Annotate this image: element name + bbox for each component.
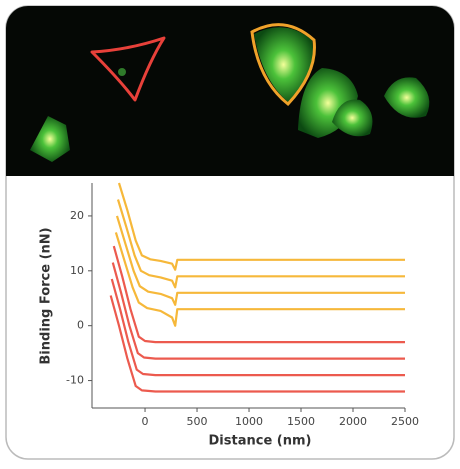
y-tick-label: -10 bbox=[66, 374, 84, 387]
x-tick-label: 0 bbox=[142, 415, 149, 428]
y-tick-label: 10 bbox=[70, 264, 84, 277]
x-tick-label: 2500 bbox=[391, 415, 419, 428]
x-axis-title: Distance (nm) bbox=[209, 434, 312, 449]
y-tick-label: 0 bbox=[77, 319, 84, 332]
y-axis-title: Binding Force (nN) bbox=[39, 227, 54, 364]
micrograph bbox=[6, 6, 454, 176]
x-tick-label: 500 bbox=[187, 415, 208, 428]
x-tick-label: 1000 bbox=[235, 415, 263, 428]
figure: Distance (nm) Binding Force (nN) 20 10 0 -1… bbox=[0, 0, 460, 465]
x-tick-label: 2000 bbox=[339, 415, 367, 428]
x-tick-label: 1500 bbox=[287, 415, 315, 428]
y-tick-label: 20 bbox=[70, 209, 84, 222]
cell bbox=[118, 68, 126, 76]
